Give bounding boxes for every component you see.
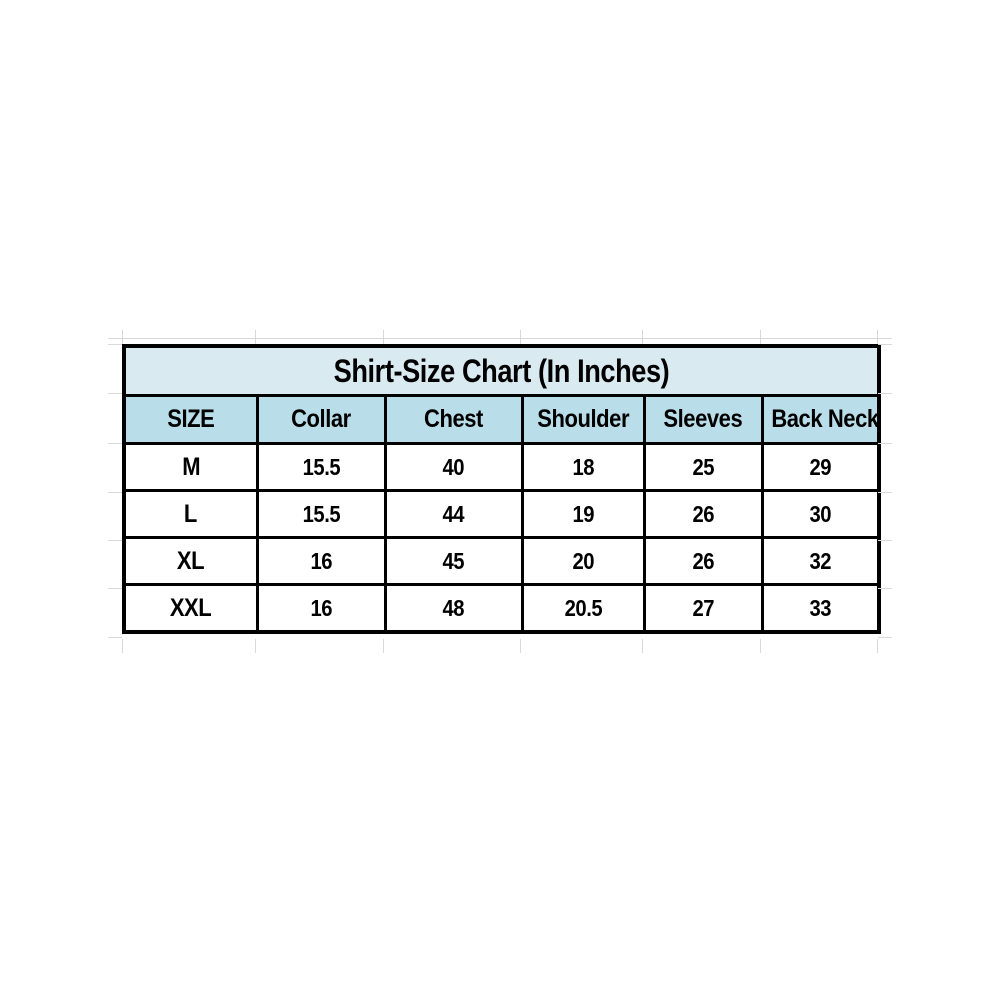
- column-header-chest: Chest: [383, 394, 524, 445]
- column-header-label: Collar: [291, 405, 351, 433]
- cell-value: 18: [572, 453, 594, 480]
- column-header-size: SIZE: [122, 394, 259, 445]
- cell-sleeves: 25: [642, 442, 764, 492]
- cell-value: 44: [442, 500, 465, 527]
- column-header-label: Sleeves: [663, 405, 743, 433]
- gridline-tick: [760, 330, 761, 344]
- gridline-tick: [642, 330, 643, 344]
- table-title-cell: Shirt-Size Chart (In Inches): [122, 344, 881, 397]
- gridline-tick: [878, 393, 892, 394]
- cell-value: 15.5: [302, 453, 340, 480]
- cell-value: XXL: [170, 593, 212, 622]
- cell-collar: 16: [255, 536, 387, 586]
- column-header-label: Shoulder: [537, 405, 629, 433]
- cell-value: 19: [572, 500, 594, 527]
- cell-value: 33: [809, 594, 832, 621]
- column-header-backneck: Back Neck: [760, 394, 881, 445]
- title-row: Shirt-Size Chart (In Inches): [122, 344, 881, 397]
- cell-value: XL: [177, 546, 205, 575]
- cell-size: XL: [122, 536, 259, 586]
- gridline-tick: [520, 330, 521, 344]
- cell-chest: 40: [383, 442, 524, 492]
- cell-value: 48: [442, 594, 465, 621]
- cell-chest: 48: [383, 583, 524, 634]
- cell-value: L: [184, 499, 198, 528]
- gridline-tick: [383, 330, 384, 344]
- cell-value: 16: [310, 594, 332, 621]
- cell-collar: 15.5: [255, 489, 387, 539]
- gridline-tick: [760, 639, 761, 653]
- cell-size: M: [122, 442, 259, 492]
- gridline-tick: [108, 443, 122, 444]
- gridline-tick: [108, 588, 122, 589]
- cell-value: 40: [442, 453, 465, 480]
- cell-size: L: [122, 489, 259, 539]
- column-header-label: Back Neck: [770, 405, 879, 433]
- cell-value: 45: [442, 547, 465, 574]
- table-row-m: M 15.5 40 18 25 29: [122, 442, 881, 492]
- gridline-tick: [878, 443, 892, 444]
- gridline-tick: [878, 588, 892, 589]
- cell-value: 30: [809, 500, 832, 527]
- gridline-tick: [520, 639, 521, 653]
- gridline-tick: [122, 330, 123, 344]
- cell-value: 29: [809, 453, 832, 480]
- gridline-tick: [108, 344, 122, 345]
- cell-value: 20: [572, 547, 594, 574]
- cell-collar: 15.5: [255, 442, 387, 492]
- gridline-tick: [108, 338, 892, 339]
- gridline-tick: [108, 492, 122, 493]
- cell-value: 26: [692, 500, 714, 527]
- cell-backneck: 32: [760, 536, 881, 586]
- cell-value: M: [181, 452, 200, 481]
- cell-shoulder: 19: [520, 489, 646, 539]
- gridline-tick: [108, 637, 122, 638]
- table-title: Shirt-Size Chart (In Inches): [333, 352, 670, 389]
- gridline-tick: [877, 330, 878, 344]
- cell-sleeves: 27: [642, 583, 764, 634]
- column-header-label: SIZE: [167, 405, 215, 433]
- table-row-l: L 15.5 44 19 26 30: [122, 489, 881, 539]
- cell-value: 16: [310, 547, 332, 574]
- column-header-sleeves: Sleeves: [642, 394, 764, 445]
- cell-chest: 44: [383, 489, 524, 539]
- gridline-tick: [642, 639, 643, 653]
- cell-size: XXL: [122, 583, 259, 634]
- cell-backneck: 30: [760, 489, 881, 539]
- cell-value: 32: [809, 547, 832, 574]
- cell-sleeves: 26: [642, 489, 764, 539]
- size-chart-table: Shirt-Size Chart (In Inches) SIZE Collar…: [122, 344, 882, 634]
- table-row-xxl: XXL 16 48 20.5 27 33: [122, 583, 881, 634]
- cell-shoulder: 20: [520, 536, 646, 586]
- gridline-tick: [878, 492, 892, 493]
- cell-backneck: 29: [760, 442, 881, 492]
- cell-value: 27: [692, 594, 714, 621]
- gridline-tick: [122, 639, 123, 653]
- header-row: SIZE Collar Chest Shoulder Sleeves Back …: [122, 394, 881, 445]
- gridline-tick: [108, 540, 122, 541]
- gridline-tick: [383, 639, 384, 653]
- gridline-tick: [878, 344, 892, 345]
- gridline-tick: [255, 330, 256, 344]
- gridline-tick: [877, 639, 878, 653]
- cell-value: 25: [692, 453, 714, 480]
- gridline-tick: [108, 393, 122, 394]
- cell-backneck: 33: [760, 583, 881, 634]
- cell-sleeves: 26: [642, 536, 764, 586]
- cell-collar: 16: [255, 583, 387, 634]
- cell-chest: 45: [383, 536, 524, 586]
- cell-shoulder: 18: [520, 442, 646, 492]
- cell-value: 20.5: [564, 594, 602, 621]
- gridline-tick: [878, 637, 892, 638]
- cell-shoulder: 20.5: [520, 583, 646, 634]
- cell-value: 15.5: [302, 500, 340, 527]
- cell-value: 26: [692, 547, 714, 574]
- gridline-tick: [878, 540, 892, 541]
- column-header-label: Chest: [424, 405, 483, 433]
- gridline-tick: [255, 639, 256, 653]
- table-row-xl: XL 16 45 20 26 32: [122, 536, 881, 586]
- column-header-shoulder: Shoulder: [520, 394, 646, 445]
- column-header-collar: Collar: [255, 394, 387, 445]
